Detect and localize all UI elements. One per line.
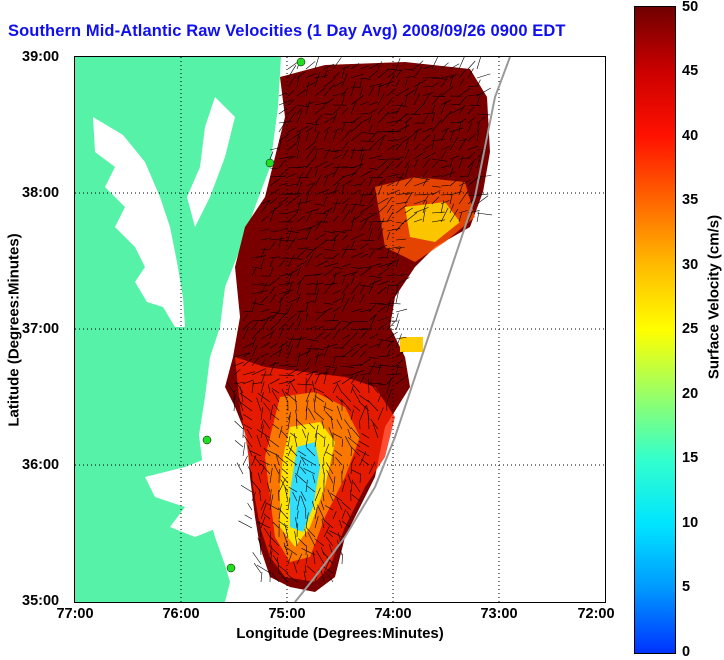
velocity-vector [248,503,252,510]
colorbar-tick: 35 [682,192,698,208]
colorbar-tick: 0 [682,644,690,660]
velocity-patch-small [400,337,423,352]
y-tick-label: 38:00 [22,185,59,201]
x-tick-label: 75:00 [268,606,305,622]
velocity-vector [261,572,262,582]
x-tick-label: 77:00 [56,606,93,622]
velocity-vector [253,552,261,564]
x-axis-label: Longitude (Degrees:Minutes) [236,625,444,642]
x-tick-label: 73:00 [480,606,517,622]
velocity-vector [235,440,243,447]
colorbar-tick: 20 [682,386,698,402]
velocity-vector [239,521,253,528]
y-tick-label: 39:00 [22,49,59,65]
map-canvas [75,57,605,602]
velocity-vector [342,554,343,564]
colorbar-tick: 40 [682,128,698,144]
colorbar [634,6,676,654]
colorbar-tick: 5 [682,579,690,595]
station-marker [266,159,274,167]
velocity-vector [254,563,261,573]
station-marker [297,58,305,66]
y-tick-label: 35:00 [22,593,59,609]
velocity-vector [396,309,407,312]
velocity-vector [243,456,248,465]
x-tick-label: 76:00 [162,606,199,622]
velocity-vector [306,61,315,69]
map-title: Southern Mid-Atlantic Raw Velocities (1 … [8,22,566,41]
velocity-vector [477,74,490,78]
velocity-vector [477,213,492,215]
velocity-vector [459,57,465,69]
colorbar-tick: 45 [682,63,698,79]
map-plot-area[interactable] [75,57,605,602]
x-tick-label: 72:00 [577,606,614,622]
velocity-vector [243,442,245,456]
colorbar-tick: 10 [682,515,698,531]
velocity-vector [237,463,243,474]
velocity-vector [396,313,398,321]
velocity-vector [468,61,475,69]
x-tick-label: 74:00 [374,606,411,622]
y-axis-label: Latitude (Degrees:Minutes) [6,233,23,426]
y-tick-label: 37:00 [22,321,59,337]
colorbar-tick: 50 [682,0,698,15]
colorbar-tick: 25 [682,321,698,337]
colorbar-label: Surface Velocity (cm/s) [706,215,723,379]
velocity-vector [241,485,252,492]
velocity-vector [288,62,298,69]
station-marker [227,564,235,572]
station-marker [203,436,211,444]
y-tick-label: 36:00 [22,457,59,473]
colorbar-tick: 15 [682,450,698,466]
colorbar-tick: 30 [682,257,698,273]
velocity-vector [477,57,482,69]
velocity-vector [245,515,252,519]
